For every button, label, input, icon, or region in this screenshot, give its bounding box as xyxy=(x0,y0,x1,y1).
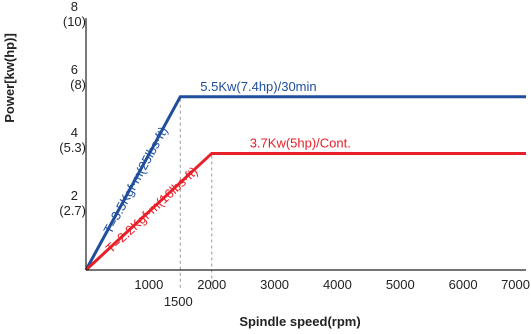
dashed-guides xyxy=(179,98,213,290)
y-tick-sublabel: (10) xyxy=(63,14,86,29)
y-tick-label: 2 xyxy=(71,188,78,203)
y-axis-title: Power[kw(hp)] xyxy=(2,33,17,123)
x-tick-label: 2000 xyxy=(197,277,226,292)
x-tick-label: 6000 xyxy=(449,277,478,292)
y-tick-labels: 2(2.7) 4(5.3) 6(8) 8(10) xyxy=(59,0,86,218)
y-tick-sublabel: (5.3) xyxy=(59,140,86,155)
x-tick-label: 3000 xyxy=(260,277,289,292)
y-tick-label: 6 xyxy=(71,62,78,77)
series-line xyxy=(84,95,526,271)
x-tick-label-extra: 1500 xyxy=(164,294,193,309)
y-tick-sublabel: (2.7) xyxy=(59,203,86,218)
x-tick-label: 7000 xyxy=(501,277,530,292)
series-corner-label: 5.5Kw(7.4hp)/30min xyxy=(200,79,316,94)
x-tick-label: 4000 xyxy=(323,277,352,292)
y-tick-sublabel: (8) xyxy=(70,77,86,92)
series-corner-label: 3.7Kw(5hp)/Cont. xyxy=(250,135,351,150)
series-line xyxy=(84,151,526,272)
x-tick-labels: 1000 2000 3000 4000 5000 6000 7000 1500 xyxy=(134,277,530,309)
y-tick-label: 8 xyxy=(71,0,78,14)
series-lines xyxy=(84,95,526,272)
axes xyxy=(85,18,526,271)
x-tick-label: 5000 xyxy=(386,277,415,292)
x-axis-title: Spindle speed(rpm) xyxy=(239,314,360,329)
y-tick-label: 4 xyxy=(71,125,78,140)
x-tick-label: 1000 xyxy=(134,277,163,292)
